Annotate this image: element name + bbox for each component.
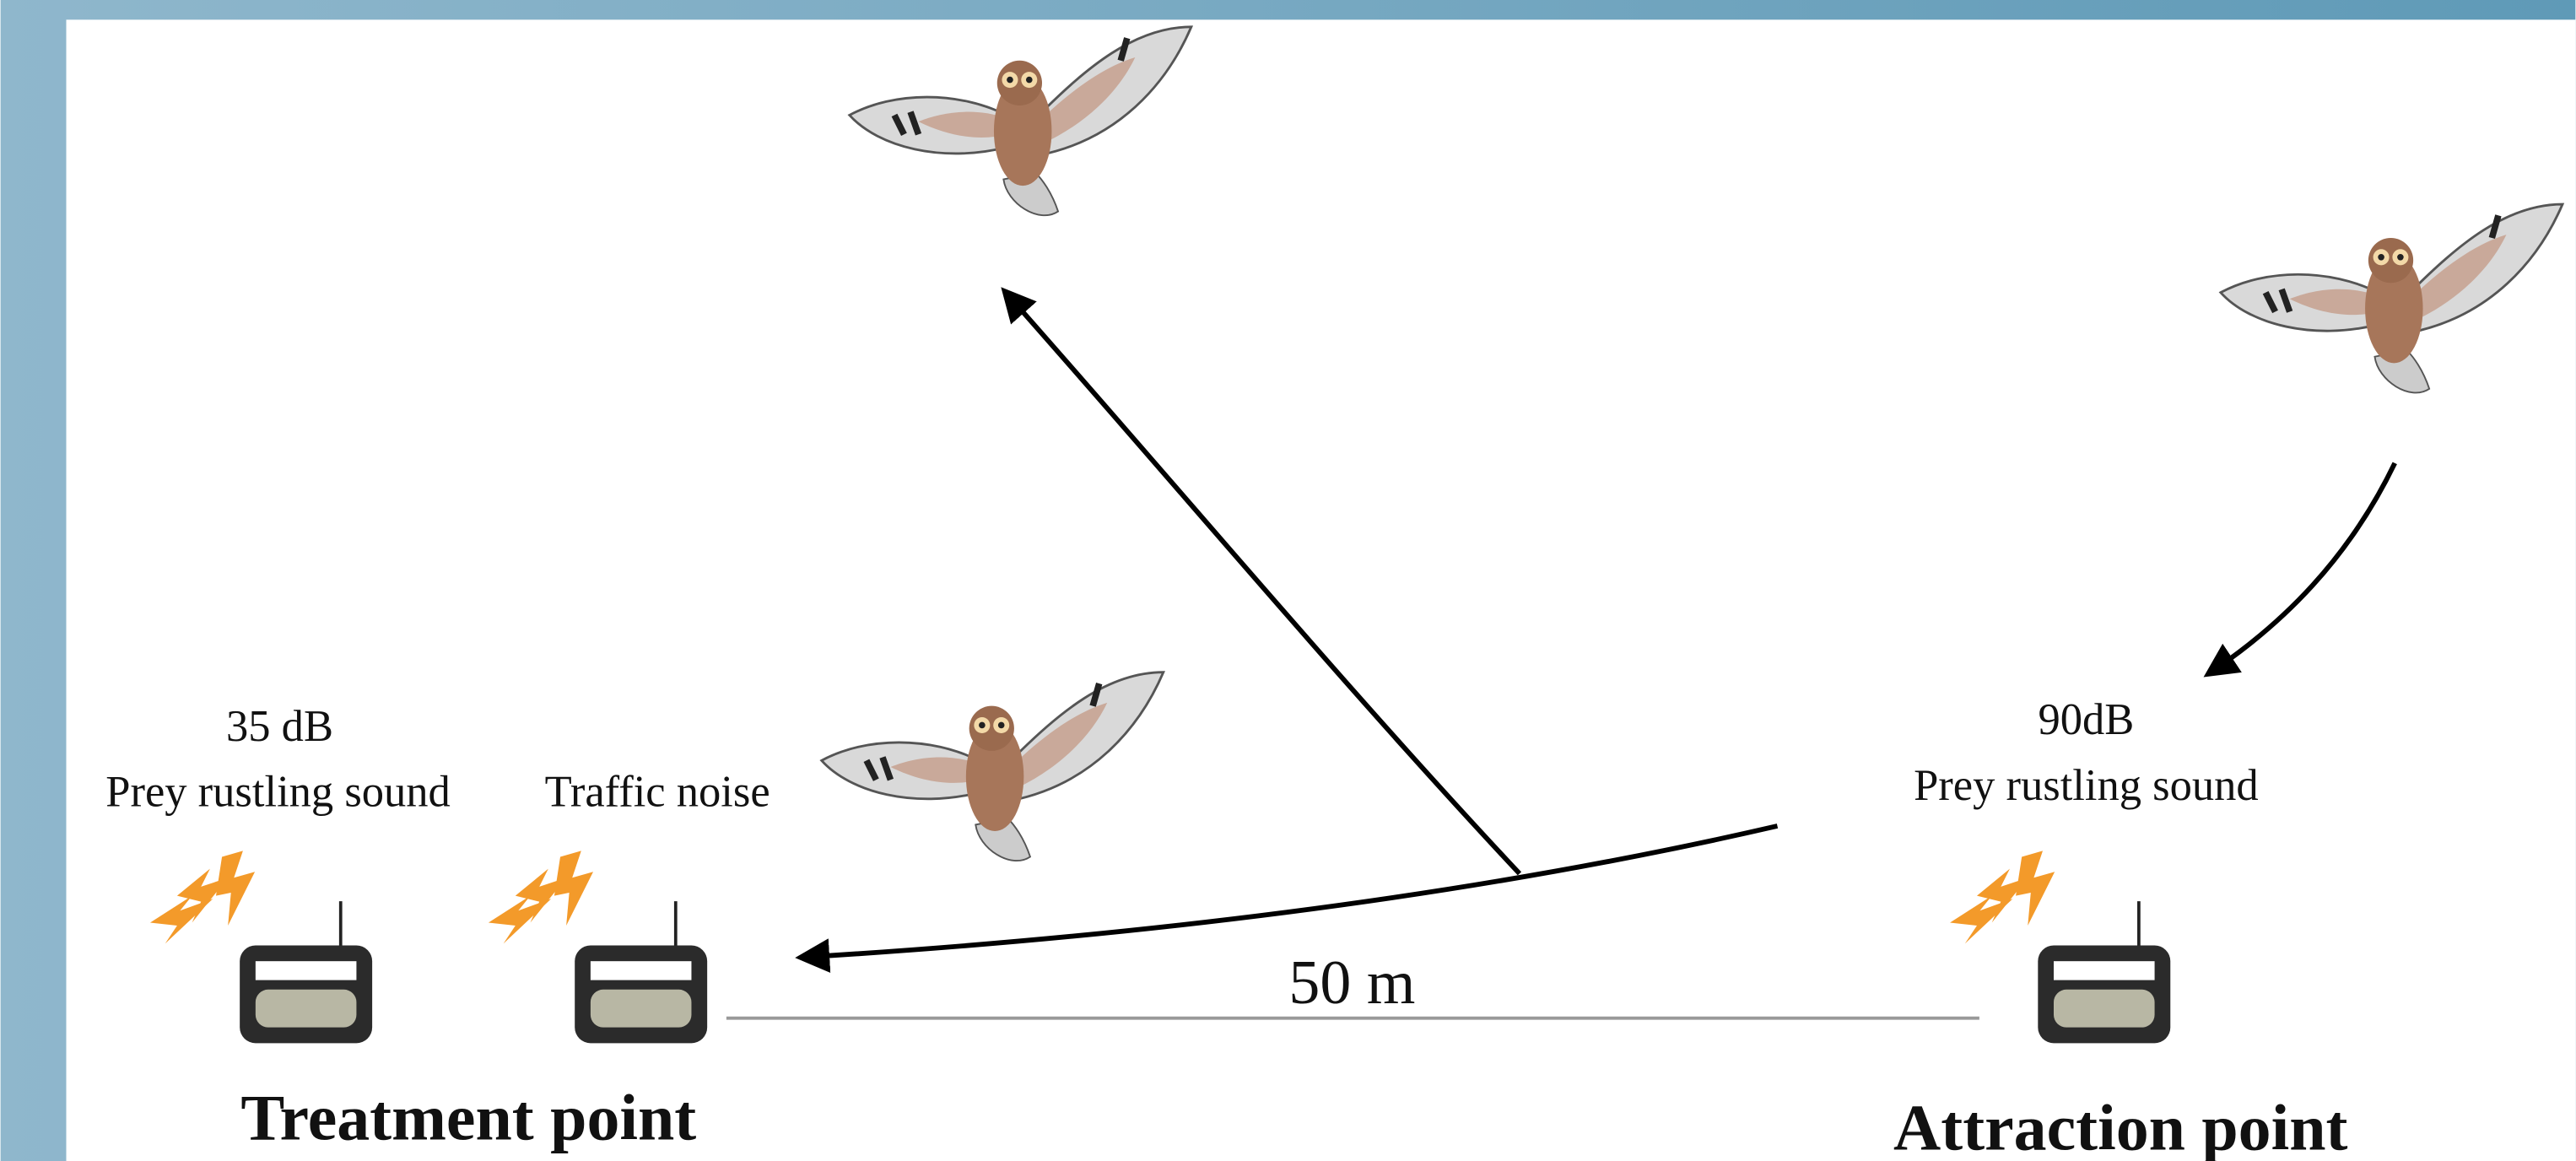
sound-type: Traffic noise <box>545 768 770 817</box>
sound-type: Prey rustling sound <box>1914 761 2259 810</box>
point-label: Treatment point <box>240 1082 696 1154</box>
sound-level: 35 dB <box>226 702 333 751</box>
sound-level: 90dB <box>2038 695 2134 744</box>
diagram: 35 dB Prey rustling sound Traffic noise … <box>0 0 2576 1161</box>
sound-type: Prey rustling sound <box>105 768 451 817</box>
point-label: Attraction point <box>1893 1091 2347 1161</box>
distance-label: 50 m <box>1288 948 1415 1017</box>
page: 35 dB Prey rustling sound Traffic noise … <box>0 0 2576 1161</box>
